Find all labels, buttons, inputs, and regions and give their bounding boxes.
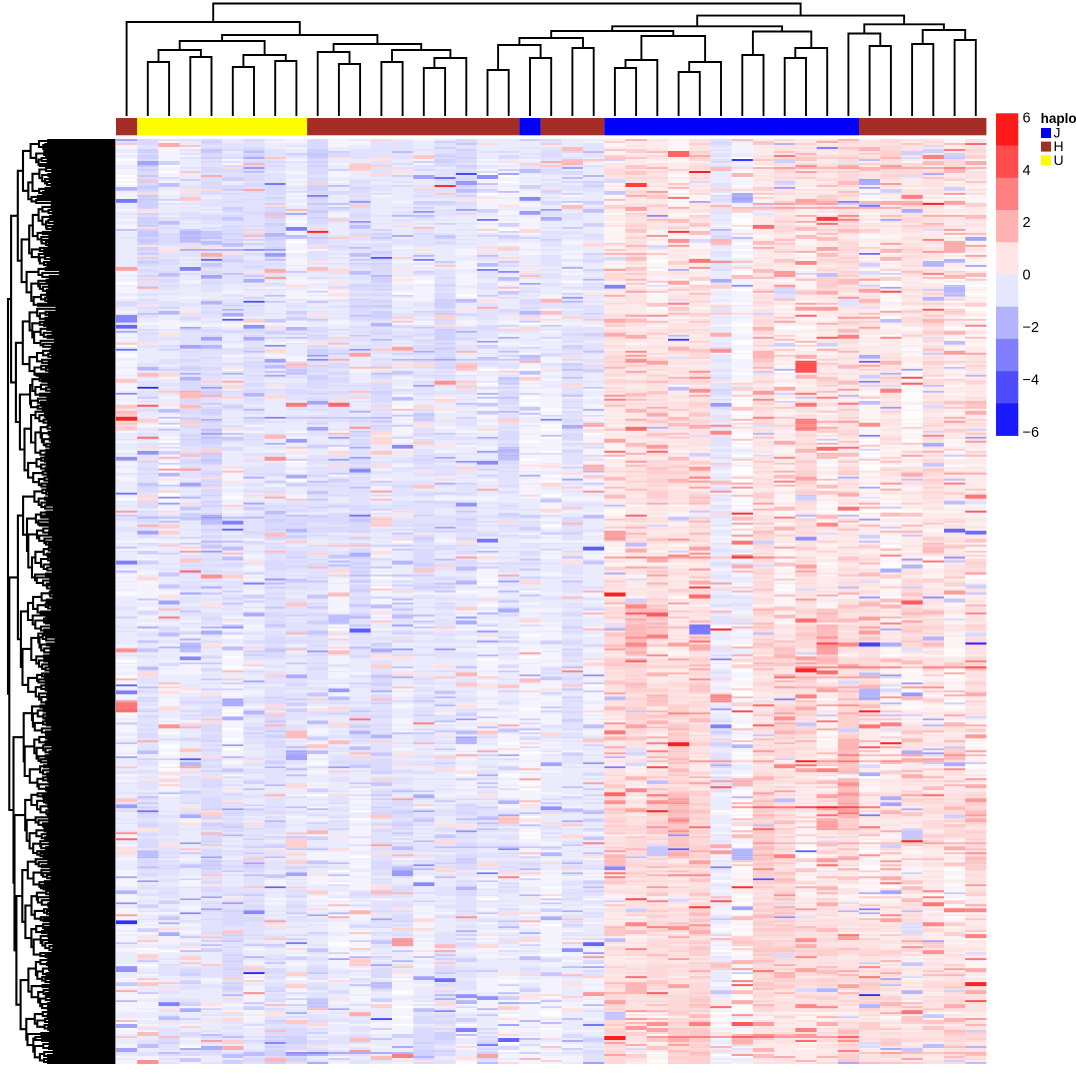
svg-text:J: J: [1054, 125, 1061, 141]
svg-text:U: U: [1054, 152, 1064, 168]
svg-text:4: 4: [1023, 163, 1031, 179]
svg-text:0: 0: [1023, 268, 1031, 284]
svg-text:haplo: haplo: [1041, 111, 1076, 126]
svg-text:H: H: [1054, 138, 1064, 154]
svg-text:−6: −6: [1023, 425, 1040, 441]
svg-text:−4: −4: [1023, 373, 1040, 389]
svg-text:2: 2: [1023, 215, 1031, 231]
svg-text:6: 6: [1023, 110, 1031, 126]
svg-text:−2: −2: [1023, 320, 1040, 336]
